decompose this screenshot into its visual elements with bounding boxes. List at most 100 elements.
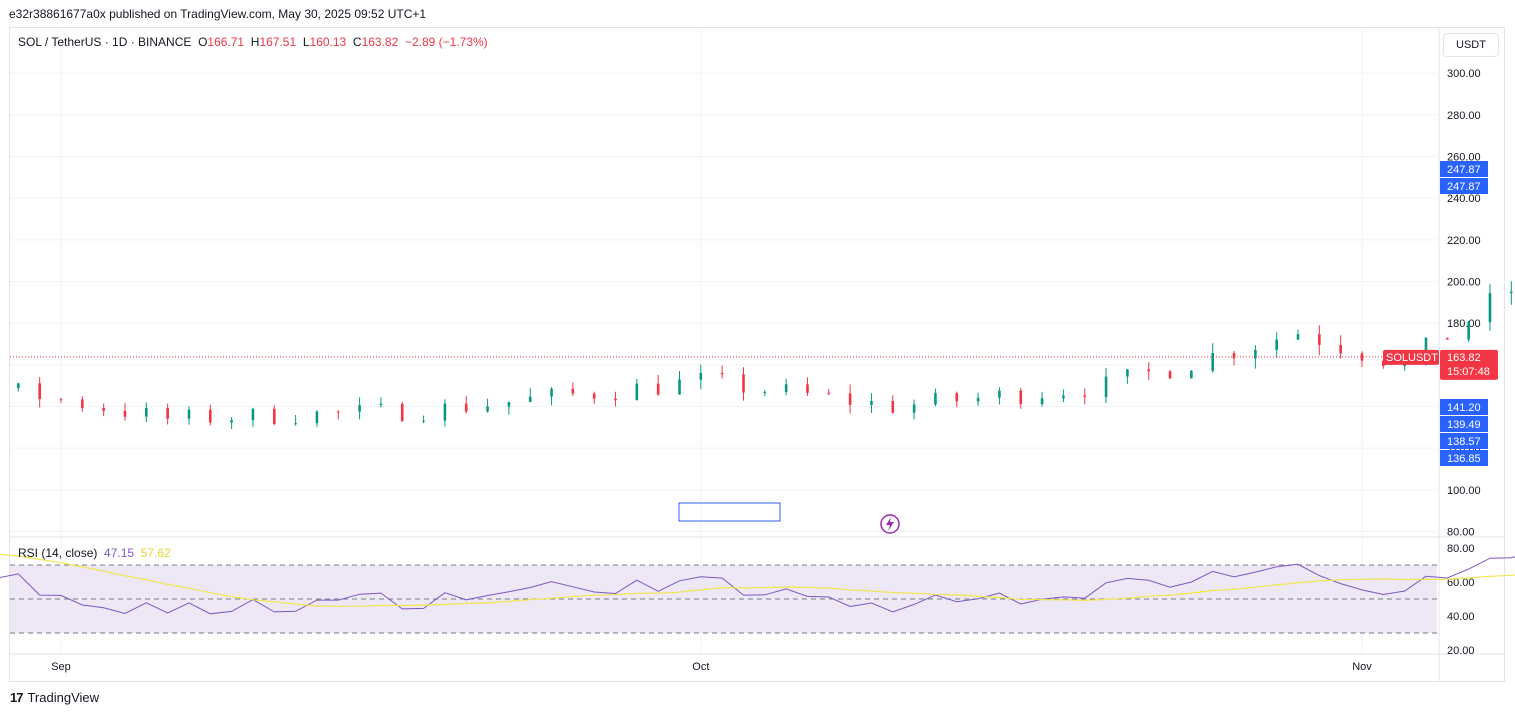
candle-down bbox=[955, 391, 959, 408]
candle-body bbox=[1019, 390, 1023, 405]
candle-body bbox=[1062, 395, 1065, 399]
candle-body bbox=[891, 400, 895, 413]
price-tag: 139.49 bbox=[1447, 419, 1481, 431]
candle-body bbox=[294, 423, 297, 425]
footer-brand-text: TradingView bbox=[27, 690, 100, 705]
candle-up bbox=[358, 397, 361, 420]
candle-body bbox=[827, 392, 831, 394]
candle-up bbox=[1104, 367, 1108, 404]
candle-down bbox=[891, 395, 895, 414]
candle-down bbox=[1019, 387, 1023, 409]
candle-up bbox=[528, 388, 532, 403]
candles bbox=[17, 281, 1513, 430]
candle-body bbox=[1446, 337, 1449, 340]
price-tick-label: 280.00 bbox=[1447, 110, 1481, 122]
legend-symbol[interactable]: SOL / TetherUS · 1D · BINANCE bbox=[18, 35, 192, 49]
rsi-legend-value: 47.15 bbox=[104, 546, 135, 560]
price-tick-label: 220.00 bbox=[1447, 235, 1481, 247]
candle-body bbox=[699, 373, 703, 380]
price-tick-label: 260.00 bbox=[1447, 152, 1481, 164]
rsi-legend-label[interactable]: RSI (14, close) bbox=[18, 546, 98, 560]
price-tag-bg bbox=[1440, 433, 1488, 449]
candle-up bbox=[443, 399, 447, 427]
rsi-tick-label: 20.00 bbox=[1447, 645, 1475, 657]
rsi-legend: RSI (14, close) 47.15 57.62 bbox=[18, 546, 171, 560]
candle-body bbox=[1424, 337, 1428, 362]
candle-down bbox=[1147, 362, 1151, 381]
candle-up bbox=[784, 379, 788, 396]
legend-change: −2.89 (−1.73%) bbox=[404, 35, 488, 49]
candle-up bbox=[145, 402, 148, 423]
candle-up bbox=[934, 388, 937, 407]
legend-close: 163.82 bbox=[361, 35, 399, 49]
candle-body bbox=[145, 407, 148, 417]
candle-up bbox=[422, 415, 425, 424]
candle-body bbox=[742, 374, 745, 393]
candle-up bbox=[1040, 391, 1044, 407]
candle-body bbox=[1467, 322, 1470, 340]
candle-body bbox=[464, 403, 468, 412]
candle-up bbox=[763, 389, 767, 397]
candle-body bbox=[336, 411, 340, 413]
candle-down bbox=[166, 403, 169, 425]
candle-down bbox=[827, 388, 831, 396]
candle-down bbox=[592, 391, 596, 404]
price-tag-bg bbox=[1440, 161, 1488, 177]
candle-body bbox=[315, 411, 319, 424]
candle-body bbox=[806, 384, 809, 393]
countdown-tag: 15:07:48 bbox=[1447, 366, 1490, 378]
price-tick-label: 200.00 bbox=[1447, 277, 1481, 289]
candle-up bbox=[1488, 283, 1492, 331]
candle-up bbox=[294, 414, 297, 426]
candle-body bbox=[550, 388, 553, 397]
candle-down bbox=[614, 391, 617, 407]
candle-body bbox=[720, 373, 724, 375]
price-tick-label: 180.00 bbox=[1447, 318, 1481, 330]
candle-up bbox=[230, 416, 233, 430]
candle-body bbox=[486, 406, 489, 412]
candle-body bbox=[870, 400, 873, 405]
candle-body bbox=[1254, 349, 1257, 359]
candle-up bbox=[187, 406, 191, 425]
chart-frame bbox=[9, 27, 1505, 682]
selection-box bbox=[678, 502, 781, 522]
candle-body bbox=[1040, 398, 1044, 405]
footer-brand: 17 TradingView bbox=[10, 690, 99, 705]
candle-down bbox=[1360, 351, 1364, 367]
candle-down bbox=[742, 367, 745, 401]
candle-body bbox=[102, 408, 105, 411]
candle-body bbox=[784, 384, 788, 393]
candle-up bbox=[1467, 321, 1470, 343]
legend-open-label: O bbox=[198, 35, 208, 49]
symbol-tag-bg bbox=[1383, 349, 1439, 365]
candle-up bbox=[1062, 389, 1065, 403]
price-tag-bg bbox=[1440, 399, 1488, 415]
candle-body bbox=[251, 408, 255, 421]
candle-body bbox=[1339, 344, 1342, 354]
candle-down bbox=[571, 382, 575, 397]
candle-down bbox=[1168, 370, 1172, 380]
candle-down bbox=[400, 401, 404, 422]
price-tick-label: 80.00 bbox=[1447, 527, 1475, 539]
legend-high-label: H bbox=[250, 35, 260, 49]
candle-body bbox=[1104, 376, 1108, 397]
candle-down bbox=[656, 374, 660, 396]
candle-down bbox=[1318, 325, 1321, 356]
date-tick-label: Sep bbox=[51, 661, 71, 673]
candle-body bbox=[763, 392, 767, 394]
candle-up bbox=[1211, 343, 1215, 373]
legend-low: 160.13 bbox=[309, 35, 347, 49]
candle-body bbox=[1190, 370, 1193, 379]
candle-body bbox=[571, 388, 575, 394]
candle-body bbox=[17, 383, 20, 389]
candle-body bbox=[1318, 334, 1321, 345]
candle-body bbox=[443, 403, 447, 421]
price-tick-label: 300.00 bbox=[1447, 68, 1481, 80]
currency-selector[interactable]: USDT bbox=[1443, 33, 1499, 57]
candle-down bbox=[1083, 388, 1087, 405]
candle-body bbox=[81, 399, 84, 409]
date-tick-label: Oct bbox=[692, 661, 709, 673]
candle-down bbox=[208, 404, 212, 426]
candle-up bbox=[912, 399, 916, 420]
